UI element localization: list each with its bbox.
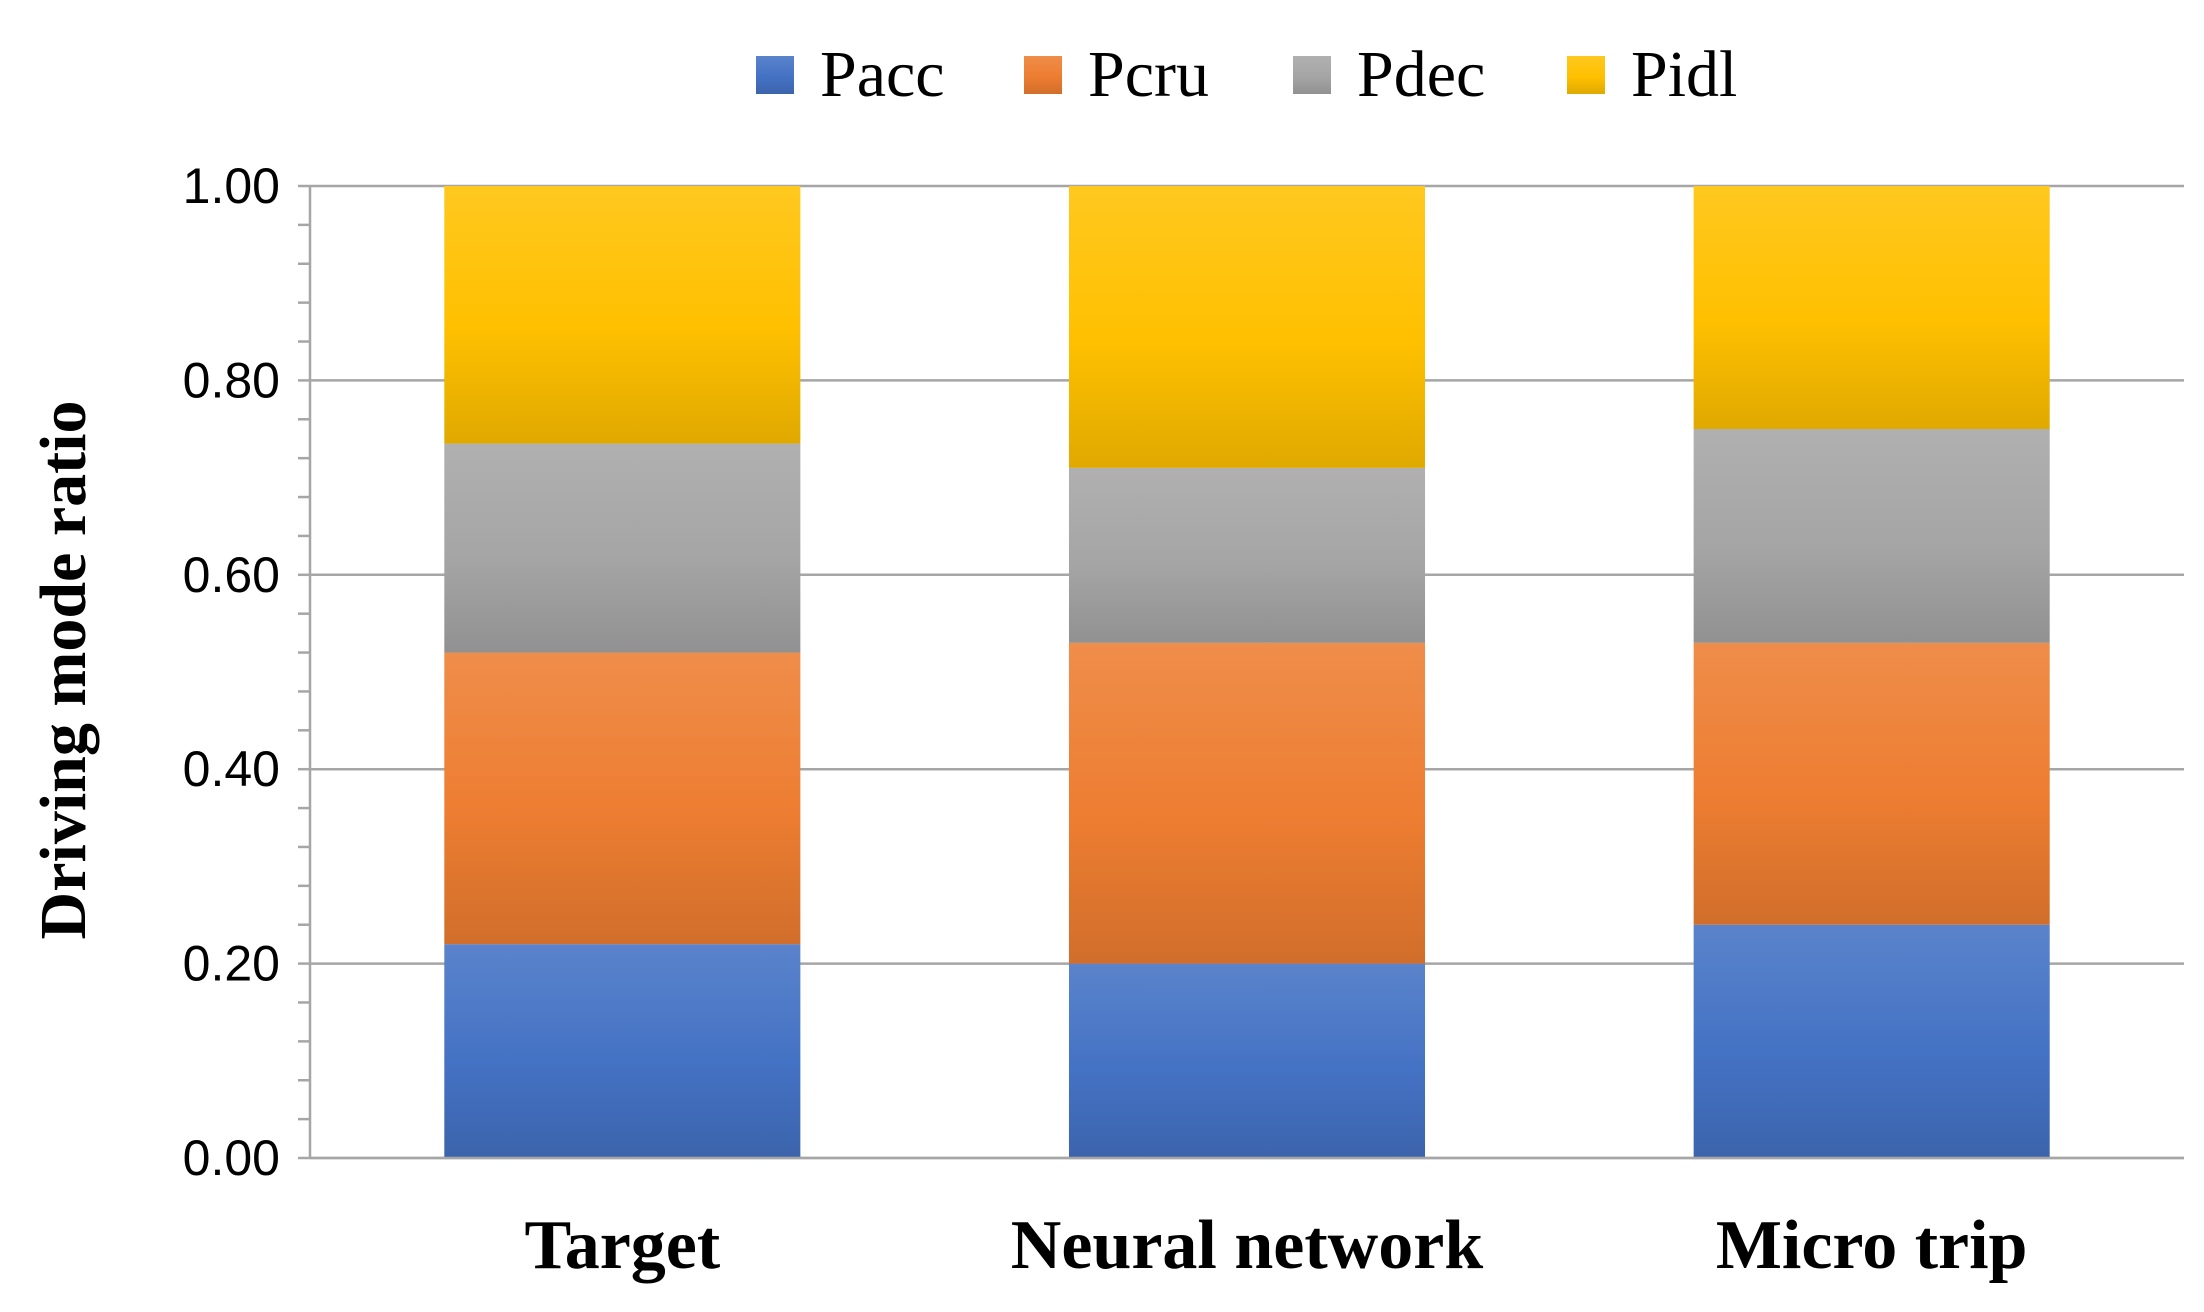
legend-swatch-pacc [756,56,794,94]
y-tick-label: 0.80 [183,352,280,408]
bar-segment-pdec [1693,429,2050,643]
y-tick-labels: 0.00 0.20 0.40 0.60 0.80 1.00 [183,158,280,1186]
bar-segment-pcru [1693,642,2050,925]
bar-segment-pidl [1693,186,2050,429]
y-tick-label: 0.00 [183,1130,280,1186]
bar-segment-pcru [1068,642,1426,964]
legend-swatch-pdec [1293,56,1331,94]
bar-segment-pcru [444,652,801,945]
category-label: Neural network [1011,1207,1484,1284]
bar-segment-pdec [444,443,801,653]
legend-label: Pdec [1357,38,1485,111]
y-tick-label: 0.20 [183,936,280,992]
y-tick-label: 0.60 [183,547,280,603]
y-axis-label: Driving mode ratio [27,401,100,940]
legend-swatch-pidl [1567,56,1605,94]
legend-swatch-pcru [1024,56,1062,94]
legend-label: Pidl [1631,38,1737,111]
bar-segment-pacc [444,944,801,1158]
bar-segment-pidl [1068,186,1426,468]
axes [308,186,2184,1160]
bar-segment-pacc [1068,963,1426,1158]
bar-segment-pdec [1068,467,1426,643]
y-tick-label: 0.40 [183,741,280,797]
minor-ticks [298,184,310,1160]
legend-label: Pcru [1088,38,1209,111]
legend-label: Pacc [820,38,945,111]
bar-segment-pidl [444,186,801,444]
y-tick-label: 1.00 [183,158,280,214]
category-label: Target [524,1207,720,1284]
bars [444,186,2050,1158]
category-labels: Target Neural network Micro trip [524,1207,2027,1284]
category-label: Micro trip [1716,1207,2028,1284]
legend: Pacc Pcru Pdec Pidl [756,38,1737,111]
bar-segment-pacc [1693,924,2050,1158]
